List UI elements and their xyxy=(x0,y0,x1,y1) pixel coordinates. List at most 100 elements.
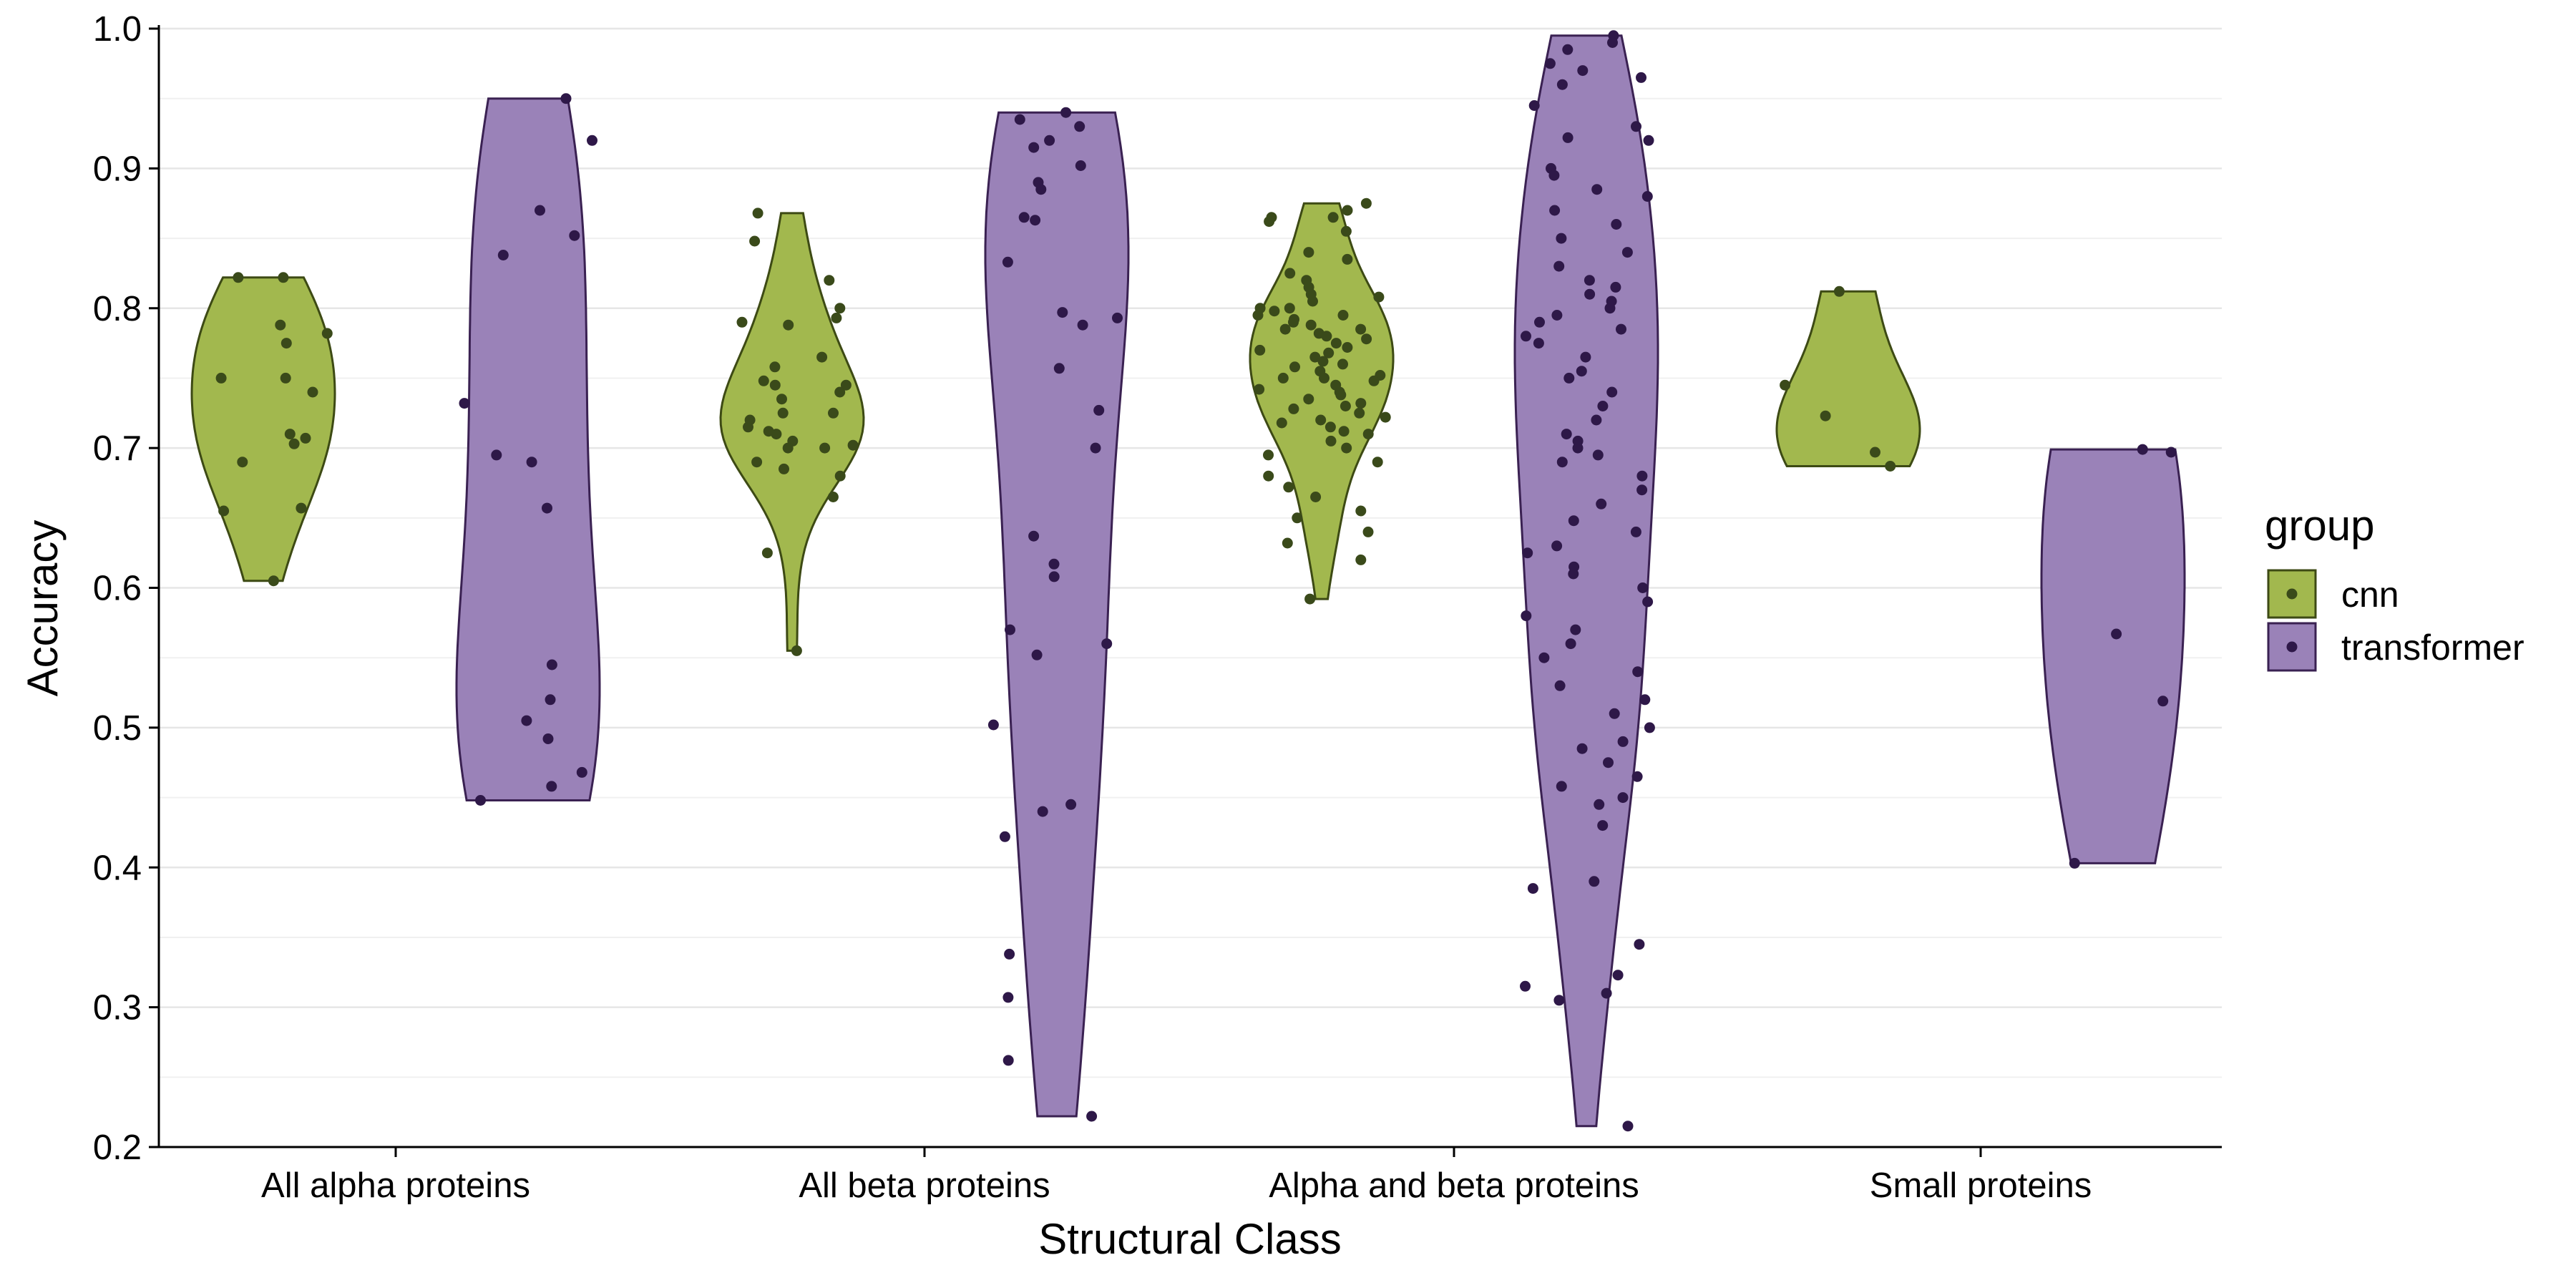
data-point-cnn xyxy=(834,470,846,482)
data-point-transformer xyxy=(1631,771,1643,782)
data-point-cnn xyxy=(1368,375,1380,386)
y-tick-label: 0.7 xyxy=(93,429,142,468)
data-point-cnn xyxy=(1282,537,1293,549)
x-tick-label: All beta proteins xyxy=(799,1166,1050,1205)
axes: 0.2 0.3 0.4 0.5 0.6 0.7 0.8 0.9 1.0 All alpha pro… xyxy=(93,10,2222,1205)
data-point-transformer xyxy=(1597,401,1609,411)
data-point-transformer xyxy=(1057,307,1068,318)
data-point-transformer xyxy=(1609,708,1620,719)
data-point-cnn xyxy=(218,505,230,517)
y-axis-title: Accuracy xyxy=(19,520,67,697)
data-point-cnn xyxy=(280,338,292,349)
data-point-cnn xyxy=(736,316,748,328)
data-point-transformer xyxy=(1534,316,1545,328)
data-point-transformer xyxy=(1603,757,1614,769)
data-point-cnn xyxy=(1820,410,1831,421)
data-point-transformer xyxy=(1612,970,1624,981)
data-point-transformer xyxy=(1544,58,1556,69)
data-point-cnn xyxy=(749,235,761,247)
y-tick-label: 0.8 xyxy=(93,290,142,328)
data-point-cnn xyxy=(834,303,846,314)
data-point-transformer xyxy=(2137,444,2148,455)
data-point-transformer xyxy=(1641,191,1653,202)
data-point-cnn xyxy=(1360,197,1372,209)
data-point-transformer xyxy=(569,230,580,241)
data-point-cnn xyxy=(758,375,769,386)
data-point-transformer xyxy=(1606,386,1618,398)
data-point-transformer xyxy=(1556,233,1567,244)
data-point-cnn xyxy=(1284,268,1296,279)
data-point-cnn xyxy=(1303,247,1314,258)
data-point-cnn xyxy=(1327,212,1339,223)
data-point-transformer xyxy=(1044,135,1055,146)
data-point-transformer xyxy=(1075,160,1086,171)
data-point-cnn xyxy=(1362,429,1374,440)
data-point-transformer xyxy=(1553,995,1565,1006)
violin-transformer xyxy=(455,97,601,801)
data-point-transformer xyxy=(1086,1111,1098,1122)
violin-transformer xyxy=(1513,34,1659,1128)
data-point-cnn xyxy=(1325,435,1337,447)
data-point-cnn xyxy=(1277,372,1289,384)
data-point-transformer xyxy=(1538,652,1550,663)
data-point-cnn xyxy=(1252,310,1264,321)
data-point-transformer xyxy=(1093,404,1105,416)
data-point-cnn xyxy=(777,407,789,419)
data-point-cnn xyxy=(1269,306,1280,317)
data-point-cnn xyxy=(1340,401,1351,411)
data-point-transformer xyxy=(1643,135,1654,146)
data-point-transformer xyxy=(1604,303,1616,314)
data-point-cnn xyxy=(1317,356,1329,367)
data-point-transformer xyxy=(491,449,502,461)
data-point-cnn xyxy=(751,457,763,468)
data-point-cnn xyxy=(1254,384,1265,395)
data-point-transformer xyxy=(1090,442,1101,454)
data-point-transformer xyxy=(1556,457,1568,468)
data-point-cnn xyxy=(831,312,842,323)
data-point-transformer xyxy=(1644,722,1655,733)
x-tick-label: Small proteins xyxy=(1870,1166,2092,1205)
data-point-transformer xyxy=(1002,992,1014,1003)
data-point-cnn xyxy=(1355,505,1367,517)
data-point-transformer xyxy=(1556,79,1568,90)
data-point-cnn xyxy=(1305,319,1317,331)
data-point-transformer xyxy=(1580,351,1591,363)
data-point-cnn xyxy=(1288,403,1299,414)
data-point-cnn xyxy=(827,492,839,502)
data-point-transformer xyxy=(1563,372,1575,384)
data-point-transformer xyxy=(1589,876,1600,887)
data-point-transformer xyxy=(1630,526,1641,537)
violin-transformer xyxy=(984,111,1130,1118)
data-point-transformer xyxy=(545,694,556,706)
data-point-transformer xyxy=(1636,470,1648,482)
data-point-transformer xyxy=(1101,638,1113,650)
data-point-transformer xyxy=(1037,806,1048,817)
data-point-cnn xyxy=(1355,398,1367,409)
data-point-cnn xyxy=(776,394,787,405)
y-tick-label: 0.2 xyxy=(93,1128,142,1167)
data-point-cnn xyxy=(1264,216,1275,228)
data-point-transformer xyxy=(1568,515,1579,527)
data-point-transformer xyxy=(1568,568,1579,580)
data-point-transformer xyxy=(1031,649,1043,660)
data-point-transformer xyxy=(1577,65,1589,77)
y-tick-label: 0.3 xyxy=(93,989,142,1028)
legend: group cnn transformer xyxy=(2265,502,2524,672)
data-point-cnn xyxy=(1341,442,1352,454)
legend-title: group xyxy=(2265,502,2374,550)
data-point-cnn xyxy=(1342,205,1353,216)
data-point-transformer xyxy=(1562,44,1574,55)
data-point-transformer xyxy=(1533,338,1544,349)
legend-point-cnn xyxy=(2286,588,2298,600)
x-axis-title: Structural Class xyxy=(1038,1215,1341,1263)
data-point-transformer xyxy=(546,781,557,792)
data-point-transformer xyxy=(576,766,587,778)
jitter-points xyxy=(215,30,2177,1132)
data-point-transformer xyxy=(1561,429,1572,440)
y-tick-label: 0.4 xyxy=(93,849,142,887)
data-point-transformer xyxy=(1617,792,1629,804)
data-point-transformer xyxy=(1611,219,1622,230)
data-point-transformer xyxy=(1112,312,1123,323)
data-point-cnn xyxy=(284,429,296,440)
data-point-transformer xyxy=(1636,484,1648,496)
